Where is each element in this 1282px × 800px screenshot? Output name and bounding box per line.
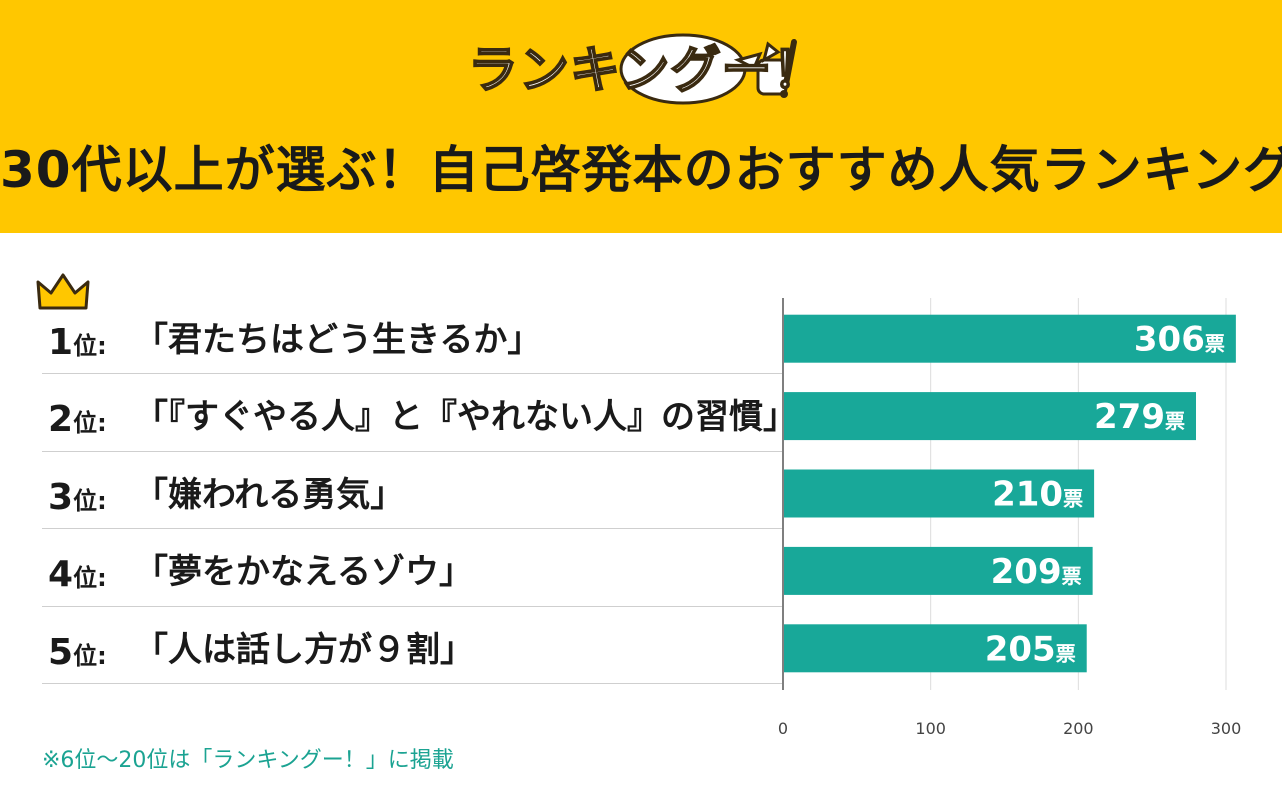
rank-colon: : bbox=[97, 332, 107, 360]
ranking-row: 1位: 「君たちはどう生きるか」 bbox=[42, 296, 782, 373]
rank-colon: : bbox=[97, 641, 107, 670]
row-divider bbox=[42, 528, 782, 530]
crown-icon bbox=[36, 273, 90, 310]
bar bbox=[784, 314, 1236, 363]
rank-colon: : bbox=[97, 564, 107, 593]
book-title: 「夢をかなえるゾウ」 bbox=[134, 552, 473, 593]
rank-number: 1 bbox=[48, 322, 74, 363]
rank-number: 3 bbox=[48, 476, 74, 518]
rank-suffix: 位 bbox=[73, 409, 98, 438]
ranking-row: 5位: 「人は話し方が９割」 bbox=[42, 606, 782, 683]
row-divider bbox=[42, 683, 782, 684]
logo-text: ランキングー！ bbox=[467, 40, 824, 100]
row-divider bbox=[42, 373, 782, 375]
logo-graphic bbox=[619, 33, 797, 105]
bar-value-label: 279票 bbox=[1094, 397, 1185, 437]
bar bbox=[784, 469, 1095, 518]
bar-value-label: 306票 bbox=[1134, 320, 1225, 360]
bar-value-label: 210票 bbox=[992, 475, 1083, 515]
rank-suffix: 位 bbox=[73, 641, 98, 670]
ranking-row: 3位: 「嫌われる勇気」 bbox=[42, 451, 782, 528]
rank-suffix: 位 bbox=[73, 564, 98, 593]
bar bbox=[784, 546, 1093, 595]
book-title: 「君たちはどう生きるか」 bbox=[134, 320, 542, 360]
rank-label: 1位: bbox=[48, 322, 107, 363]
bar-chart: 0 100 200 300 306票 279票 210票 209票 205票 bbox=[778, 298, 1242, 738]
row-divider bbox=[42, 450, 782, 452]
rank-colon: : bbox=[97, 486, 107, 515]
row-divider bbox=[42, 605, 782, 607]
x-tick-label: 200 bbox=[1063, 719, 1094, 738]
rank-label: 5位: bbox=[48, 632, 107, 673]
footnote: ※6位〜20位は「ランキングー！」に掲載 bbox=[42, 748, 454, 773]
header-banner: ランキングー！ 30代以上が選ぶ！自己啓発本のおすすめ人気ランキング bbox=[0, 0, 1282, 233]
rank-suffix: 位 bbox=[73, 332, 98, 360]
ranking-row: 2位: 「『すぐやる人』と『やれない人』の習慣」 bbox=[42, 373, 797, 450]
book-title: 「嫌われる勇気」 bbox=[134, 474, 405, 515]
x-tick-label: 100 bbox=[915, 719, 946, 738]
page-title: 30代以上が選ぶ！自己啓発本のおすすめ人気ランキング bbox=[0, 141, 1282, 199]
ranking-row: 4位: 「夢をかなえるゾウ」 bbox=[42, 528, 782, 605]
bar bbox=[784, 392, 1196, 441]
bar bbox=[784, 624, 1087, 673]
x-tick-label: 0 bbox=[778, 719, 788, 738]
rank-number: 2 bbox=[48, 399, 74, 441]
rank-suffix: 位 bbox=[73, 486, 98, 515]
x-tick-label: 300 bbox=[1211, 719, 1242, 738]
bar-value-label: 209票 bbox=[991, 552, 1082, 592]
bar-value-label: 205票 bbox=[985, 629, 1076, 669]
book-title: 「人は話し方が９割」 bbox=[134, 629, 474, 670]
rank-number: 5 bbox=[48, 631, 74, 673]
rank-colon: : bbox=[97, 409, 107, 438]
rank-label: 2位: bbox=[48, 399, 107, 440]
ranking-goo-logo[interactable]: ランキングー！ bbox=[467, 22, 824, 112]
rank-label: 4位: bbox=[48, 554, 107, 595]
book-title: 「『すぐやる人』と『やれない人』の習慣」 bbox=[134, 397, 797, 438]
rank-number: 4 bbox=[48, 554, 74, 596]
rank-label: 3位: bbox=[48, 477, 107, 518]
